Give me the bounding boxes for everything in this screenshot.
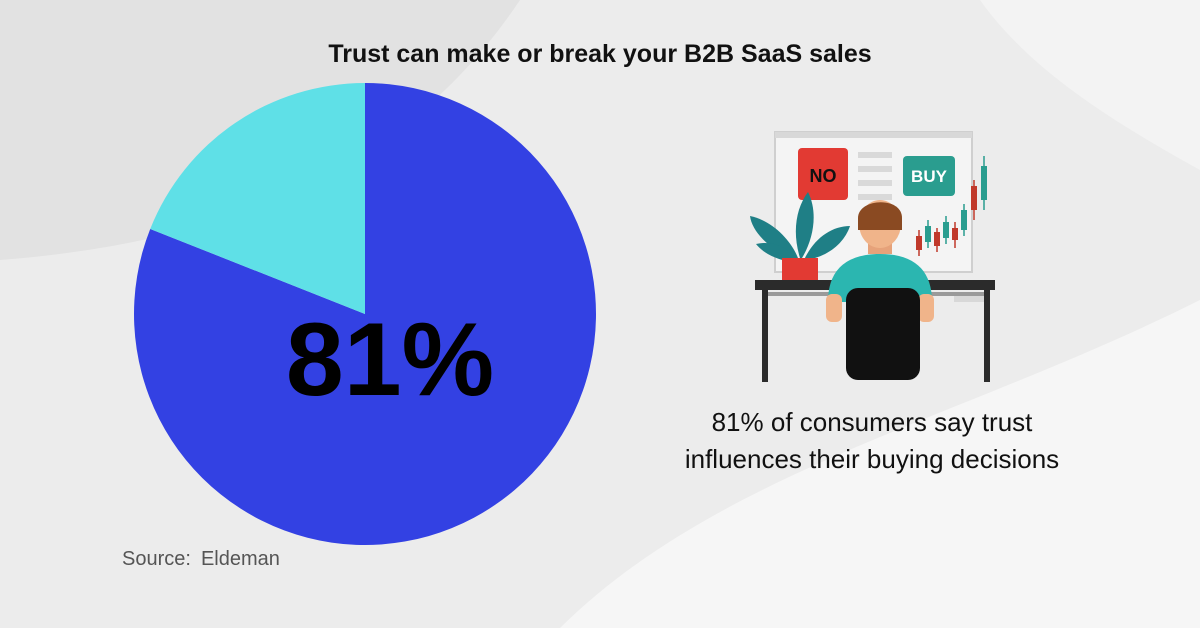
source-note: Source: Eldeman	[122, 548, 280, 571]
buy-sign-text: BUY	[911, 167, 948, 186]
chair-icon	[846, 288, 920, 380]
pie-value-label: 81%	[285, 302, 495, 418]
pie-slice-1	[150, 83, 365, 314]
text-lines-icon	[858, 152, 892, 200]
source-label: Source:	[122, 548, 191, 570]
chart-title: Trust can make or break your B2B SaaS sa…	[328, 40, 872, 68]
plant-icon	[750, 192, 850, 282]
source-name: Eldeman	[200, 548, 280, 570]
buy-sign: BUY	[903, 156, 955, 196]
candlestick-chart-icon	[916, 156, 987, 256]
no-sign-text: NO	[810, 166, 837, 186]
no-sign: NO	[798, 148, 848, 200]
caption-text: 81% of consumers say trust influences th…	[684, 407, 1060, 474]
buyer-at-computer-illustration: NO BUY	[750, 131, 995, 382]
